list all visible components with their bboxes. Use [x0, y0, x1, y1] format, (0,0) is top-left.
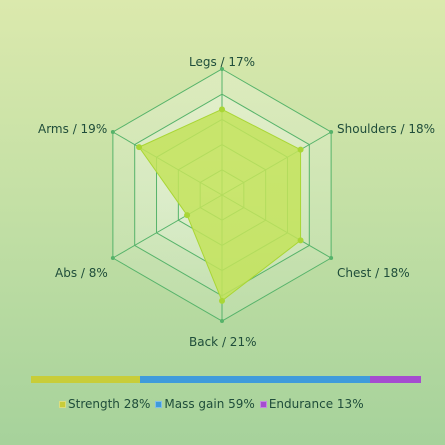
strength-swatch-icon: [59, 400, 66, 408]
strength-bar-segment: [31, 376, 141, 383]
training-focus-legend: Strength 28% Mass gain 59% Endurance 13%: [59, 396, 399, 412]
radar-axis-end: [110, 130, 115, 134]
legend-label-endurance: Endurance 13%: [268, 397, 364, 411]
radar-axis-end: [329, 130, 334, 134]
radar-axis-end: [110, 256, 115, 260]
legend-label-strength: Strength 28%: [68, 397, 151, 411]
axis-label-arms: Arms / 19%: [38, 122, 108, 136]
radar-point-shoulders: [297, 146, 304, 153]
axis-label-chest: Chest / 18%: [337, 266, 410, 280]
axis-label-abs: Abs / 8%: [55, 266, 108, 280]
legend-item-endurance: Endurance 13%: [259, 397, 364, 411]
radar-point-arms: [136, 144, 143, 151]
radar-axis-end: [329, 256, 334, 260]
axis-label-shoulders: Shoulders / 18%: [337, 122, 436, 136]
radar-points: [136, 106, 304, 304]
radar-axis-end: [220, 67, 224, 71]
axis-label-legs: Legs / 17%: [189, 55, 256, 69]
mass-gain-swatch-icon: [155, 400, 163, 408]
legend-label-mass-gain: Mass gain 59%: [164, 397, 255, 411]
radar-point-abs: [184, 212, 191, 219]
training-focus-bar: [31, 376, 421, 383]
radar-point-back: [219, 297, 225, 304]
endurance-swatch-icon: [259, 400, 267, 408]
mass-gain-bar-segment: [140, 376, 371, 383]
endurance-bar-segment: [370, 376, 421, 383]
axis-label-back: Back / 21%: [189, 335, 257, 349]
radar-point-chest: [297, 237, 304, 244]
radar-point-legs: [219, 106, 225, 113]
legend-item-mass-gain: Mass gain 59%: [155, 397, 255, 411]
legend-item-strength: Strength 28%: [59, 397, 150, 411]
radar-axis-end: [220, 319, 224, 323]
